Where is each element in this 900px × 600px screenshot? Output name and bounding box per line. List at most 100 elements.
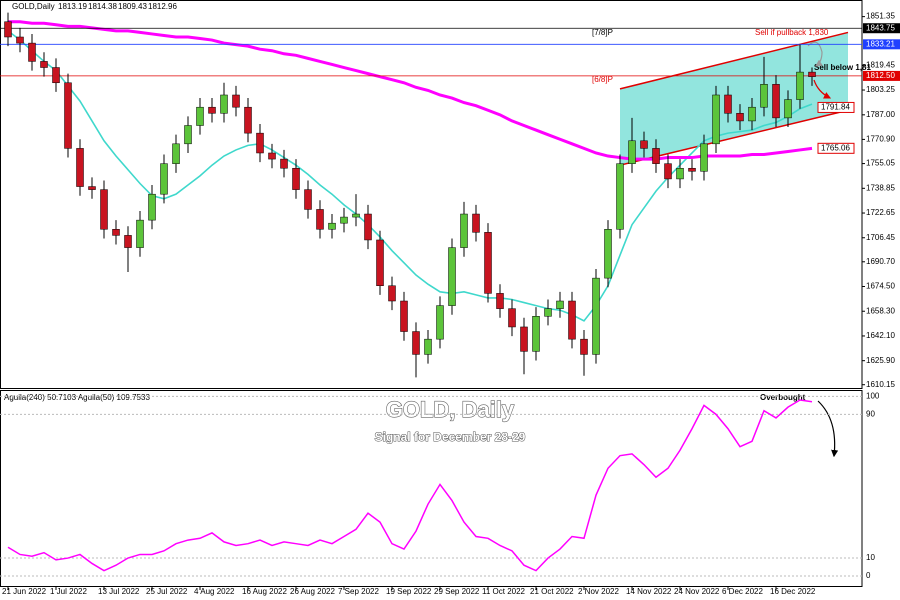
candle-body xyxy=(712,94,720,145)
candle-body xyxy=(100,189,108,230)
candle-body xyxy=(772,84,780,119)
arrow xyxy=(817,400,839,458)
channel-fill xyxy=(620,32,848,166)
candle-body xyxy=(784,99,792,119)
y-tick-label: 1770.90 xyxy=(866,135,895,144)
x-tick-label: 24 Nov 2022 xyxy=(674,587,720,596)
under-layer xyxy=(620,32,848,166)
candle-body xyxy=(412,331,420,355)
candle-body xyxy=(28,42,36,62)
candle-body xyxy=(40,61,48,68)
candle-body xyxy=(292,167,300,190)
x-tick-label: 6 Dec 2022 xyxy=(722,587,763,596)
y-tick-label: 1658.30 xyxy=(866,306,895,315)
candle-body xyxy=(256,132,264,154)
x-tick-label: 25 Jul 2022 xyxy=(146,587,188,596)
level-label: 1833.21 xyxy=(866,39,895,48)
candle-body xyxy=(436,305,444,340)
candle-body xyxy=(316,209,324,230)
candle-body xyxy=(664,163,672,180)
candle-body xyxy=(376,239,384,287)
indicator-frame xyxy=(0,390,863,587)
header-close: 1812.96 xyxy=(148,2,177,11)
candle-body xyxy=(388,285,396,302)
x-tick-label: 7 Sep 2022 xyxy=(338,587,379,596)
candle-body xyxy=(112,229,120,236)
level-box xyxy=(863,23,900,34)
candle-body xyxy=(628,140,636,164)
candle-body xyxy=(580,338,588,355)
x-tick-label: 2 Nov 2022 xyxy=(578,587,619,596)
candle-body xyxy=(88,186,96,190)
arrow xyxy=(807,41,823,67)
y-tick-label: 1625.90 xyxy=(866,356,895,365)
x-tick-label: 19 Sep 2022 xyxy=(386,587,432,596)
candle-body xyxy=(532,316,540,352)
annotation: Sell if pullback 1,830 xyxy=(755,28,829,37)
candle-body xyxy=(808,71,816,77)
annotation: Sell below 1,81 xyxy=(814,63,871,72)
y-tick-label: 1722.65 xyxy=(866,208,895,217)
candle-body xyxy=(592,277,600,355)
level-box xyxy=(817,101,855,113)
candle-body xyxy=(304,189,312,210)
level-label: 1765.06 xyxy=(821,143,850,152)
candle-body xyxy=(400,300,408,332)
candle-body xyxy=(340,216,348,224)
candle-body xyxy=(352,213,360,218)
y-tick-label: 1787.00 xyxy=(866,110,895,119)
y-tick-label: 1738.85 xyxy=(866,183,895,192)
y-tick-label: 1851.35 xyxy=(866,12,895,21)
candle-body xyxy=(520,326,528,352)
moving-average xyxy=(8,20,813,161)
candle-body xyxy=(724,94,732,114)
candle-body xyxy=(748,106,756,122)
y-tick-label: 100 xyxy=(866,391,880,400)
level-label: 1843.75 xyxy=(866,23,895,32)
level-label: 1812.50 xyxy=(866,71,895,80)
y-tick-label: 1819.45 xyxy=(866,60,895,69)
candle-body xyxy=(232,94,240,108)
level-box xyxy=(863,39,900,50)
header-open: 1813.19 xyxy=(58,2,87,11)
candle-body xyxy=(280,158,288,169)
candle-body xyxy=(136,219,144,248)
annotation: Overbought xyxy=(760,393,806,402)
candle-body xyxy=(736,113,744,122)
candle-body xyxy=(52,67,60,84)
candle-body xyxy=(64,82,72,149)
candle-body xyxy=(196,106,204,126)
candle-body xyxy=(556,300,564,309)
candle-body xyxy=(544,308,552,317)
candle-body xyxy=(364,213,372,241)
candle-body xyxy=(160,163,168,195)
header-high: 1814.38 xyxy=(88,2,117,11)
symbol: GOLD,Daily xyxy=(12,2,55,11)
x-tick-label: 16 Dec 2022 xyxy=(770,587,816,596)
candle-body xyxy=(604,229,612,279)
candle-body xyxy=(640,140,648,149)
candle-body xyxy=(124,235,132,248)
y-tick-label: 1755.05 xyxy=(866,159,895,168)
candle-body xyxy=(424,338,432,355)
candle-body xyxy=(460,213,468,248)
header-low: 1809.43 xyxy=(118,2,147,11)
x-tick-label: 26 Aug 2022 xyxy=(290,587,335,596)
y-tick-label: 1706.45 xyxy=(866,233,895,242)
candle-body xyxy=(688,167,696,172)
candle-body xyxy=(616,163,624,230)
candle-body xyxy=(220,94,228,114)
level-label: [6/8]P xyxy=(592,75,613,84)
x-tick-label: 21 Jun 2022 xyxy=(2,587,47,596)
price-frame xyxy=(0,0,863,389)
candle-body xyxy=(244,106,252,134)
candle-body xyxy=(484,232,492,294)
level-box xyxy=(817,142,855,154)
x-tick-label: 4 Aug 2022 xyxy=(194,587,235,596)
candle-body xyxy=(448,247,456,306)
x-tick-label: 14 Nov 2022 xyxy=(626,587,672,596)
y-tick-label: 1674.50 xyxy=(866,282,895,291)
candle-body xyxy=(676,167,684,180)
x-tick-label: 11 Oct 2022 xyxy=(482,587,526,596)
candle-body xyxy=(496,293,504,309)
